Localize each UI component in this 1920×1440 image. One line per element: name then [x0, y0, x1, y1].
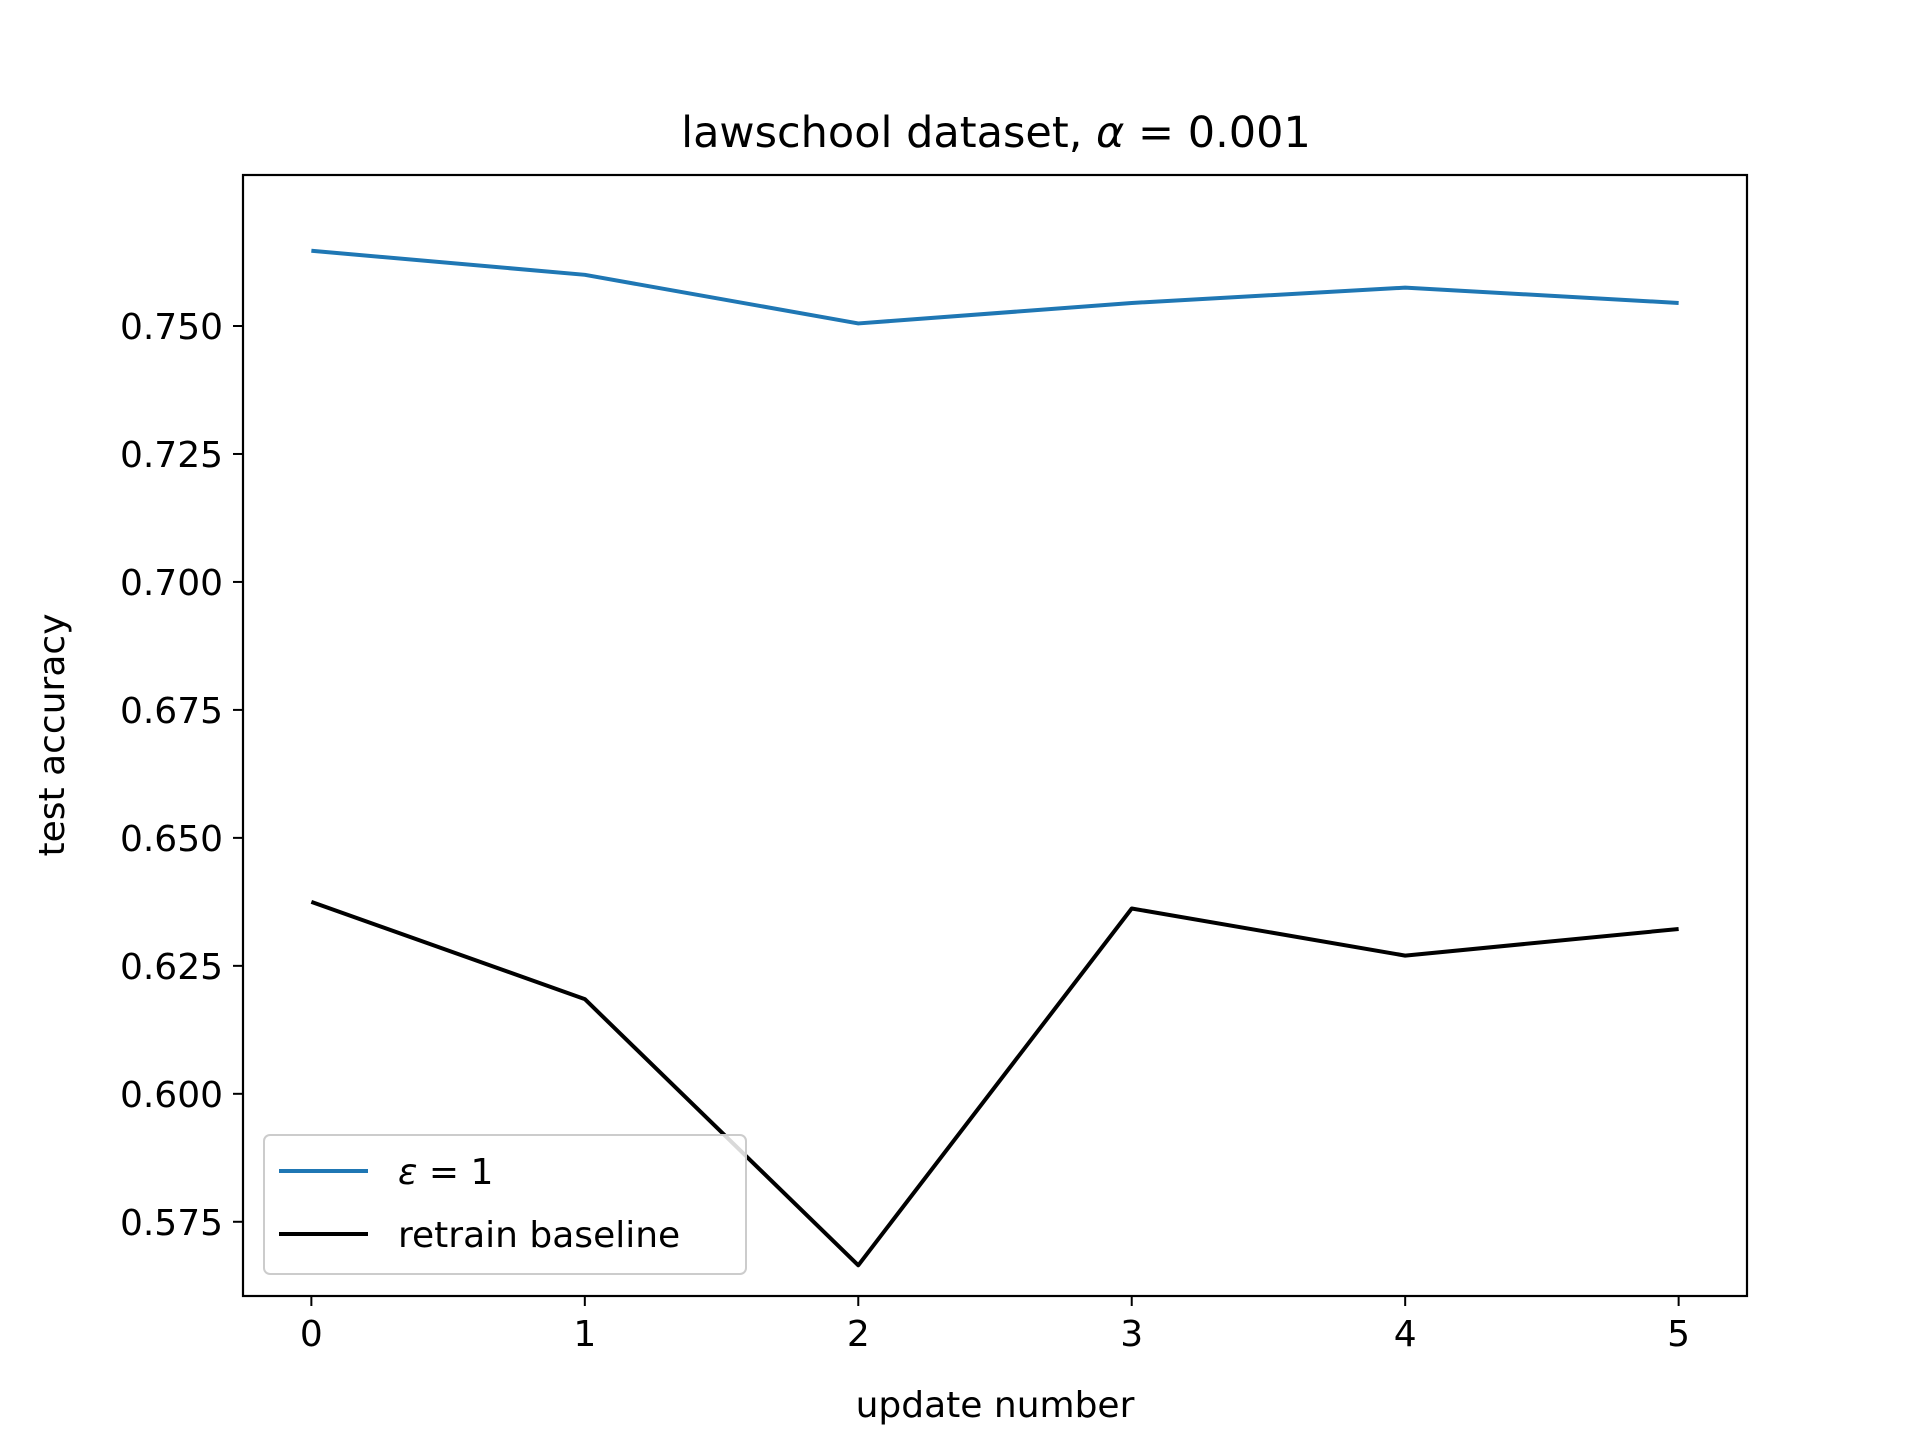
- x-axis: 0 1 2 3 4 5: [300, 1296, 1690, 1355]
- y-tick-label: 0.725: [120, 435, 223, 476]
- series-line-epsilon: [311, 248, 1679, 326]
- chart-title: lawschool dataset, α = 0.001: [681, 108, 1311, 158]
- plot-frame: [241, 173, 1749, 1298]
- legend-label-retrain: retrain baseline: [398, 1215, 680, 1256]
- y-tick-label: 0.700: [120, 563, 223, 604]
- x-axis-label: update number: [856, 1385, 1135, 1426]
- x-tick-label: 0: [300, 1314, 323, 1355]
- y-tick-label: 0.575: [120, 1203, 223, 1244]
- y-axis-label: test accuracy: [32, 614, 73, 857]
- x-tick-label: 5: [1667, 1314, 1690, 1355]
- plot-area: [310, 248, 1679, 1268]
- x-tick-label: 3: [1120, 1314, 1143, 1355]
- x-tick-label: 4: [1394, 1314, 1417, 1355]
- legend-box: [263, 1134, 747, 1275]
- series-line-retrain-baseline: [310, 899, 1679, 1268]
- x-tick-label: 2: [847, 1314, 870, 1355]
- legend-label-epsilon: ε = 1: [398, 1152, 493, 1193]
- y-tick-label: 0.625: [120, 947, 223, 988]
- y-tick-label: 0.650: [120, 819, 223, 860]
- x-tick-label: 1: [573, 1314, 596, 1355]
- legend: ε = 1 retrain baseline: [263, 1134, 747, 1275]
- y-tick-label: 0.750: [120, 307, 223, 348]
- y-tick-label: 0.675: [120, 691, 223, 732]
- y-axis: 0.575 0.600 0.625 0.650 0.675 0.700 0.725 0.750: [120, 307, 243, 1244]
- y-tick-label: 0.600: [120, 1075, 223, 1116]
